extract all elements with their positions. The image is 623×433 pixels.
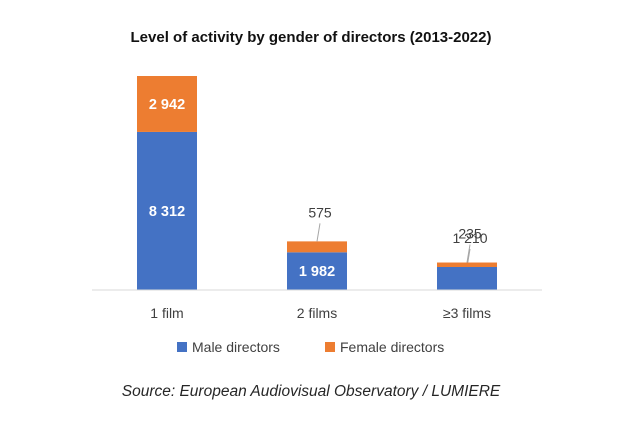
legend-swatch-male	[177, 342, 187, 352]
data-label-male-1: 8 312	[149, 204, 185, 220]
legend: Male directors Female directors	[177, 339, 444, 355]
legend-swatch-female	[325, 342, 335, 352]
data-label-male-2: 1 982	[299, 264, 335, 280]
bar-female-3	[437, 262, 497, 267]
x-tick-label-2: 2 films	[297, 305, 337, 321]
leader-line-female-3	[466, 244, 471, 263]
source-note: Source: European Audiovisual Observatory…	[122, 383, 501, 400]
data-label-female-3: 235	[458, 226, 482, 242]
chart-title: Level of activity by gender of directors…	[131, 29, 492, 46]
x-axis-tick-labels: 1 film 2 films ≥3 films	[150, 305, 491, 321]
bar-female-1	[137, 76, 197, 132]
data-label-female-2: 575	[308, 204, 332, 220]
x-tick-label-1: 1 film	[150, 305, 183, 321]
bar-male-1	[137, 131, 197, 290]
bar-male-3	[437, 266, 497, 290]
legend-label-male: Male directors	[192, 339, 280, 355]
legend-label-female: Female directors	[340, 339, 444, 355]
data-label-female-1: 2 942	[149, 97, 185, 113]
bar-male-2	[287, 252, 347, 290]
data-label-male-3: 1 210	[452, 230, 487, 246]
bar-female-2	[287, 241, 347, 253]
leader-line-female-2	[316, 223, 321, 242]
x-tick-label-3: ≥3 films	[443, 305, 491, 321]
